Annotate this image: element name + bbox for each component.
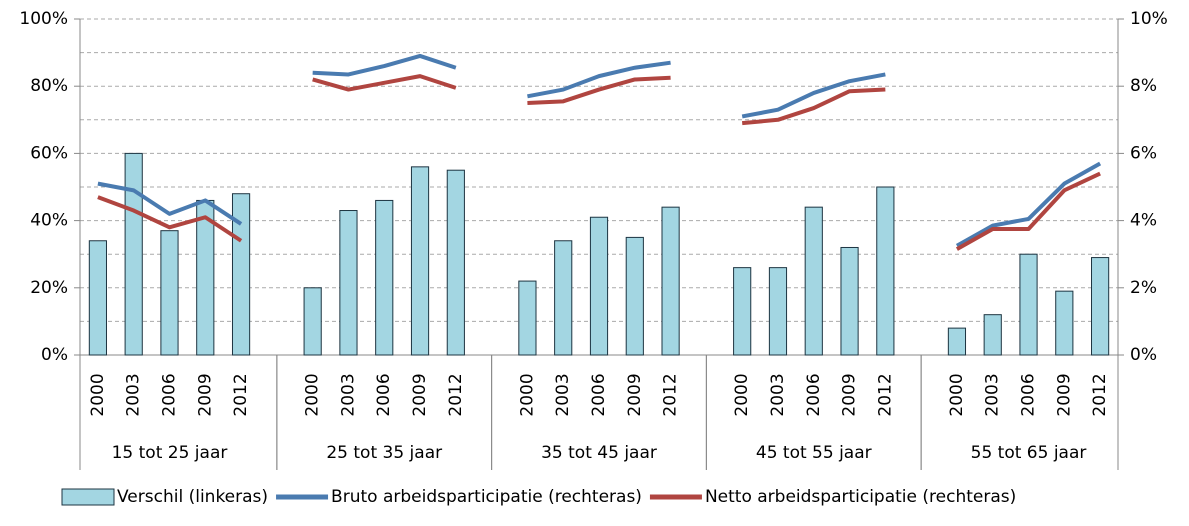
y-tick-label: 20% [30,278,68,298]
bar [410,166,430,356]
x-tick-label: 2012 [1090,373,1110,416]
x-tick-label: 2003 [983,373,1003,416]
x-tick-label: 2000 [947,373,967,416]
x-tick-label: 2000 [303,373,323,416]
bar [554,240,573,356]
legend-label: Bruto arbeidsparticipatie (rechteras) [331,487,642,507]
bar [446,169,465,356]
y2-tick-label: 2% [1130,278,1157,298]
bar [768,267,788,356]
y2-tick-label: 4% [1130,211,1157,231]
legend-label: Verschil (linkeras) [117,487,268,507]
bar [840,246,859,356]
y-tick-label: 40% [30,211,68,231]
bar [589,216,609,356]
bar [983,314,1002,356]
bar [1091,257,1110,356]
x-tick-label: 2006 [159,373,179,416]
x-tick-label: 2009 [410,373,430,416]
x-tick-label: 2003 [768,373,788,416]
legend-label: Netto arbeidsparticipatie (rechteras) [705,487,1016,507]
y2-tick-label: 0% [1130,345,1157,365]
y2-tick-label: 8% [1130,76,1157,96]
x-tick-label: 2003 [553,373,573,416]
group-label: 35 tot 45 jaar [541,443,657,463]
y2-tick-label: 10% [1130,9,1168,29]
y-tick-label: 80% [30,76,68,96]
x-tick-label: 2000 [88,373,108,416]
legend-swatch [61,488,115,506]
group-label: 15 tot 25 jaar [112,443,228,463]
bar [339,210,358,356]
x-tick-label: 2009 [195,373,215,416]
bar [88,240,107,356]
x-tick-label: 2006 [374,373,394,416]
group-label: 25 tot 35 jaar [326,443,442,463]
x-tick-label: 2003 [124,373,144,416]
bar [876,186,895,356]
bar [160,230,179,356]
group-label: 45 tot 55 jaar [756,443,872,463]
bar [947,327,967,356]
x-tick-label: 2000 [517,373,537,416]
x-tick-label: 2012 [661,373,681,416]
x-tick-label: 2012 [231,373,251,416]
bar [124,152,143,356]
bar [518,280,537,356]
bar [733,267,752,356]
x-tick-label: 2009 [840,373,860,416]
x-tick-label: 2012 [446,373,466,416]
bar [1055,290,1074,356]
x-tick-label: 2012 [875,373,895,416]
line [97,74,1101,251]
bar [375,199,394,356]
x-tick-label: 2000 [732,373,752,416]
line [97,53,1102,248]
bar [625,236,644,356]
x-tick-label: 2009 [625,373,645,416]
group-label: 55 tot 65 jaar [971,443,1087,463]
bar [196,199,215,356]
bar [231,193,251,356]
x-tick-label: 2009 [1054,373,1074,416]
y-tick-label: 0% [41,345,68,365]
bar [1019,253,1038,356]
x-tick-label: 2006 [589,373,609,416]
bar [804,206,823,356]
y-tick-label: 100% [19,9,68,29]
x-tick-label: 2006 [804,373,824,416]
bar [303,287,322,356]
y-tick-label: 60% [30,143,68,163]
y2-tick-label: 6% [1130,143,1157,163]
bar [661,206,680,356]
x-tick-label: 2006 [1019,373,1039,416]
x-tick-label: 2003 [338,373,358,416]
